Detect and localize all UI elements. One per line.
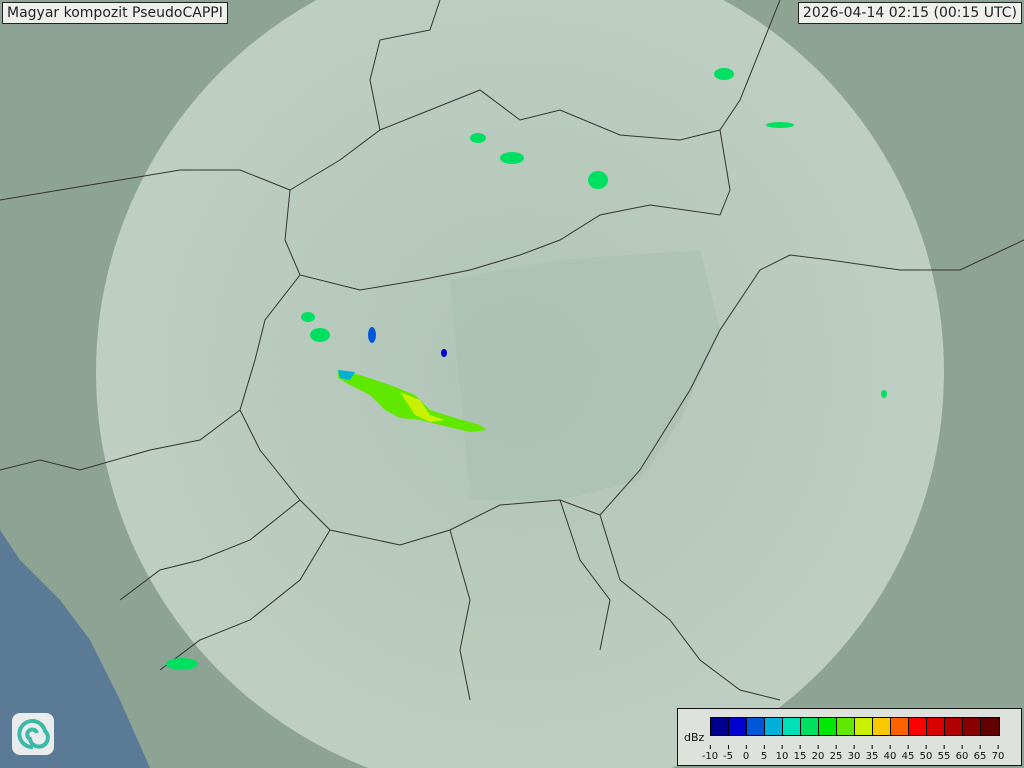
legend-swatch: [981, 718, 999, 735]
echo: [301, 312, 315, 322]
product-title: Magyar kompozit PseudoCAPPI: [2, 2, 228, 24]
echo: [881, 390, 887, 398]
legend-unit: dBz: [684, 731, 705, 744]
legend-swatch: [729, 718, 747, 735]
adriatic-sea: [0, 530, 150, 768]
legend-swatch: [873, 718, 891, 735]
legend-swatch: [855, 718, 873, 735]
legend-tick: 55: [938, 745, 950, 762]
country-borders: [0, 0, 1024, 701]
color-scale: [710, 717, 1000, 736]
legend-tick: 45: [902, 745, 914, 762]
legend-swatch: [783, 718, 801, 735]
legend-swatch: [801, 718, 819, 735]
legend-tick: -5: [723, 745, 733, 762]
legend-tick: 70: [992, 745, 1004, 762]
legend-tick: 50: [920, 745, 932, 762]
echo: [714, 68, 734, 80]
echo: [500, 152, 524, 164]
legend-swatch: [765, 718, 783, 735]
echo: [441, 349, 447, 357]
legend-tick: 60: [956, 745, 968, 762]
legend-tick: 65: [974, 745, 986, 762]
swirl-logo-icon[interactable]: [12, 713, 54, 755]
legend-tick: 0: [743, 745, 749, 762]
echo: [166, 658, 198, 670]
echo: [470, 133, 486, 143]
legend-tick: 30: [848, 745, 860, 762]
legend-swatch: [927, 718, 945, 735]
legend-tick: 5: [761, 745, 767, 762]
legend-swatch: [945, 718, 963, 735]
legend-swatch: [747, 718, 765, 735]
legend-tick: 40: [884, 745, 896, 762]
legend-swatch: [963, 718, 981, 735]
echo: [588, 171, 608, 189]
timestamp-label: 2026-04-14 02:15 (00:15 UTC): [797, 2, 1022, 24]
echo-core: [400, 392, 445, 422]
radar-echoes: [166, 68, 887, 670]
legend-tick: 10: [776, 745, 788, 762]
echo: [368, 327, 376, 343]
echo: [310, 328, 330, 342]
legend-tick: 20: [812, 745, 824, 762]
dbz-legend: dBz -10 -5 0 5 10 15 20 25 30 35 40 45 50 55 60 65 70: [677, 708, 1022, 766]
legend-swatch: [711, 718, 729, 735]
hungary-plain: [450, 250, 720, 500]
legend-tick: 35: [866, 745, 878, 762]
legend-swatch: [837, 718, 855, 735]
legend-tick: 25: [830, 745, 842, 762]
legend-ticks: -10 -5 0 5 10 15 20 25 30 35 40 45 50 55 60 65 70: [702, 745, 1015, 765]
echo-edge: [338, 370, 355, 380]
legend-swatch: [819, 718, 837, 735]
legend-swatch: [891, 718, 909, 735]
legend-tick: -10: [702, 745, 718, 762]
echo: [766, 122, 794, 128]
legend-tick: 15: [794, 745, 806, 762]
legend-swatch: [909, 718, 927, 735]
